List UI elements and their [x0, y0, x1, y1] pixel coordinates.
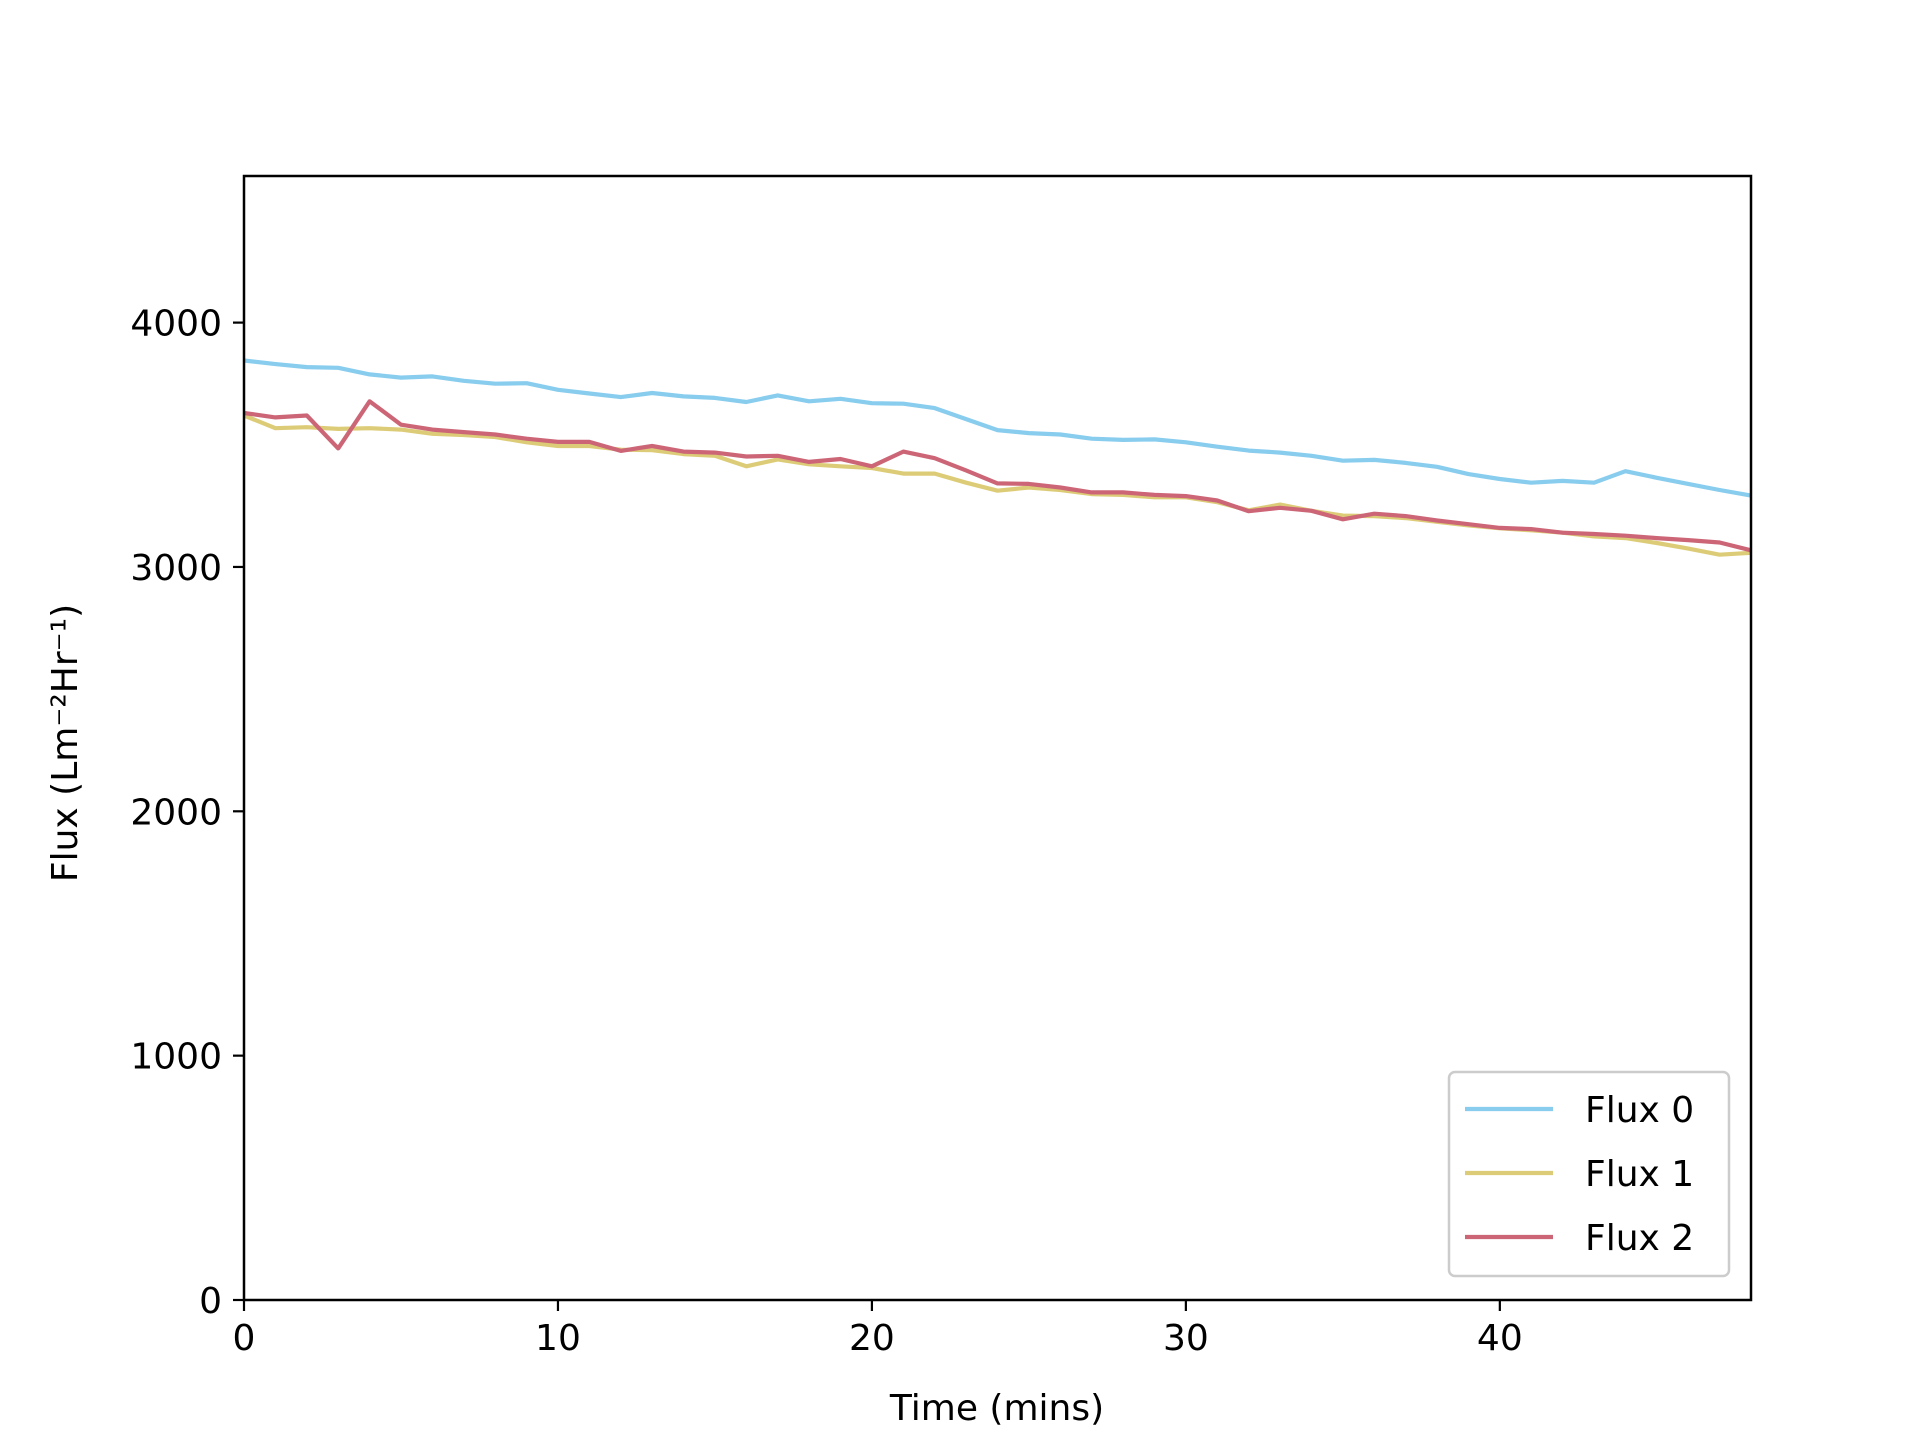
- y-tick-label: 2000: [130, 792, 222, 833]
- y-tick-label: 4000: [130, 304, 222, 345]
- legend-label: Flux 2: [1585, 1218, 1694, 1259]
- axes: 0 10 20 30 40 0 1000 2000 3000 4000: [130, 174, 1753, 1359]
- x-tick-label: 0: [233, 1318, 256, 1359]
- plot-frame: [242, 174, 1753, 1302]
- legend: Flux 0 Flux 1 Flux 2: [1447, 1070, 1731, 1278]
- series-line-flux-0: [243, 358, 1752, 498]
- series-line-flux-2: [243, 399, 1752, 553]
- x-tick-label: 20: [849, 1318, 895, 1359]
- x-tick-label: 10: [535, 1318, 581, 1359]
- x-tick-label: 40: [1477, 1318, 1523, 1359]
- y-tick-label: 0: [199, 1281, 222, 1322]
- y-tick-label: 3000: [130, 548, 222, 589]
- x-tick-label: 30: [1163, 1318, 1209, 1359]
- legend-box: [1447, 1070, 1731, 1278]
- y-tick-label: 1000: [130, 1037, 222, 1078]
- y-axis-label: Flux (Lm⁻²Hr⁻¹): [45, 604, 86, 882]
- x-axis-label: Time (mins): [889, 1388, 1104, 1429]
- legend-label: Flux 0: [1585, 1090, 1694, 1131]
- legend-label: Flux 1: [1585, 1154, 1694, 1195]
- plot-area: [243, 358, 1752, 557]
